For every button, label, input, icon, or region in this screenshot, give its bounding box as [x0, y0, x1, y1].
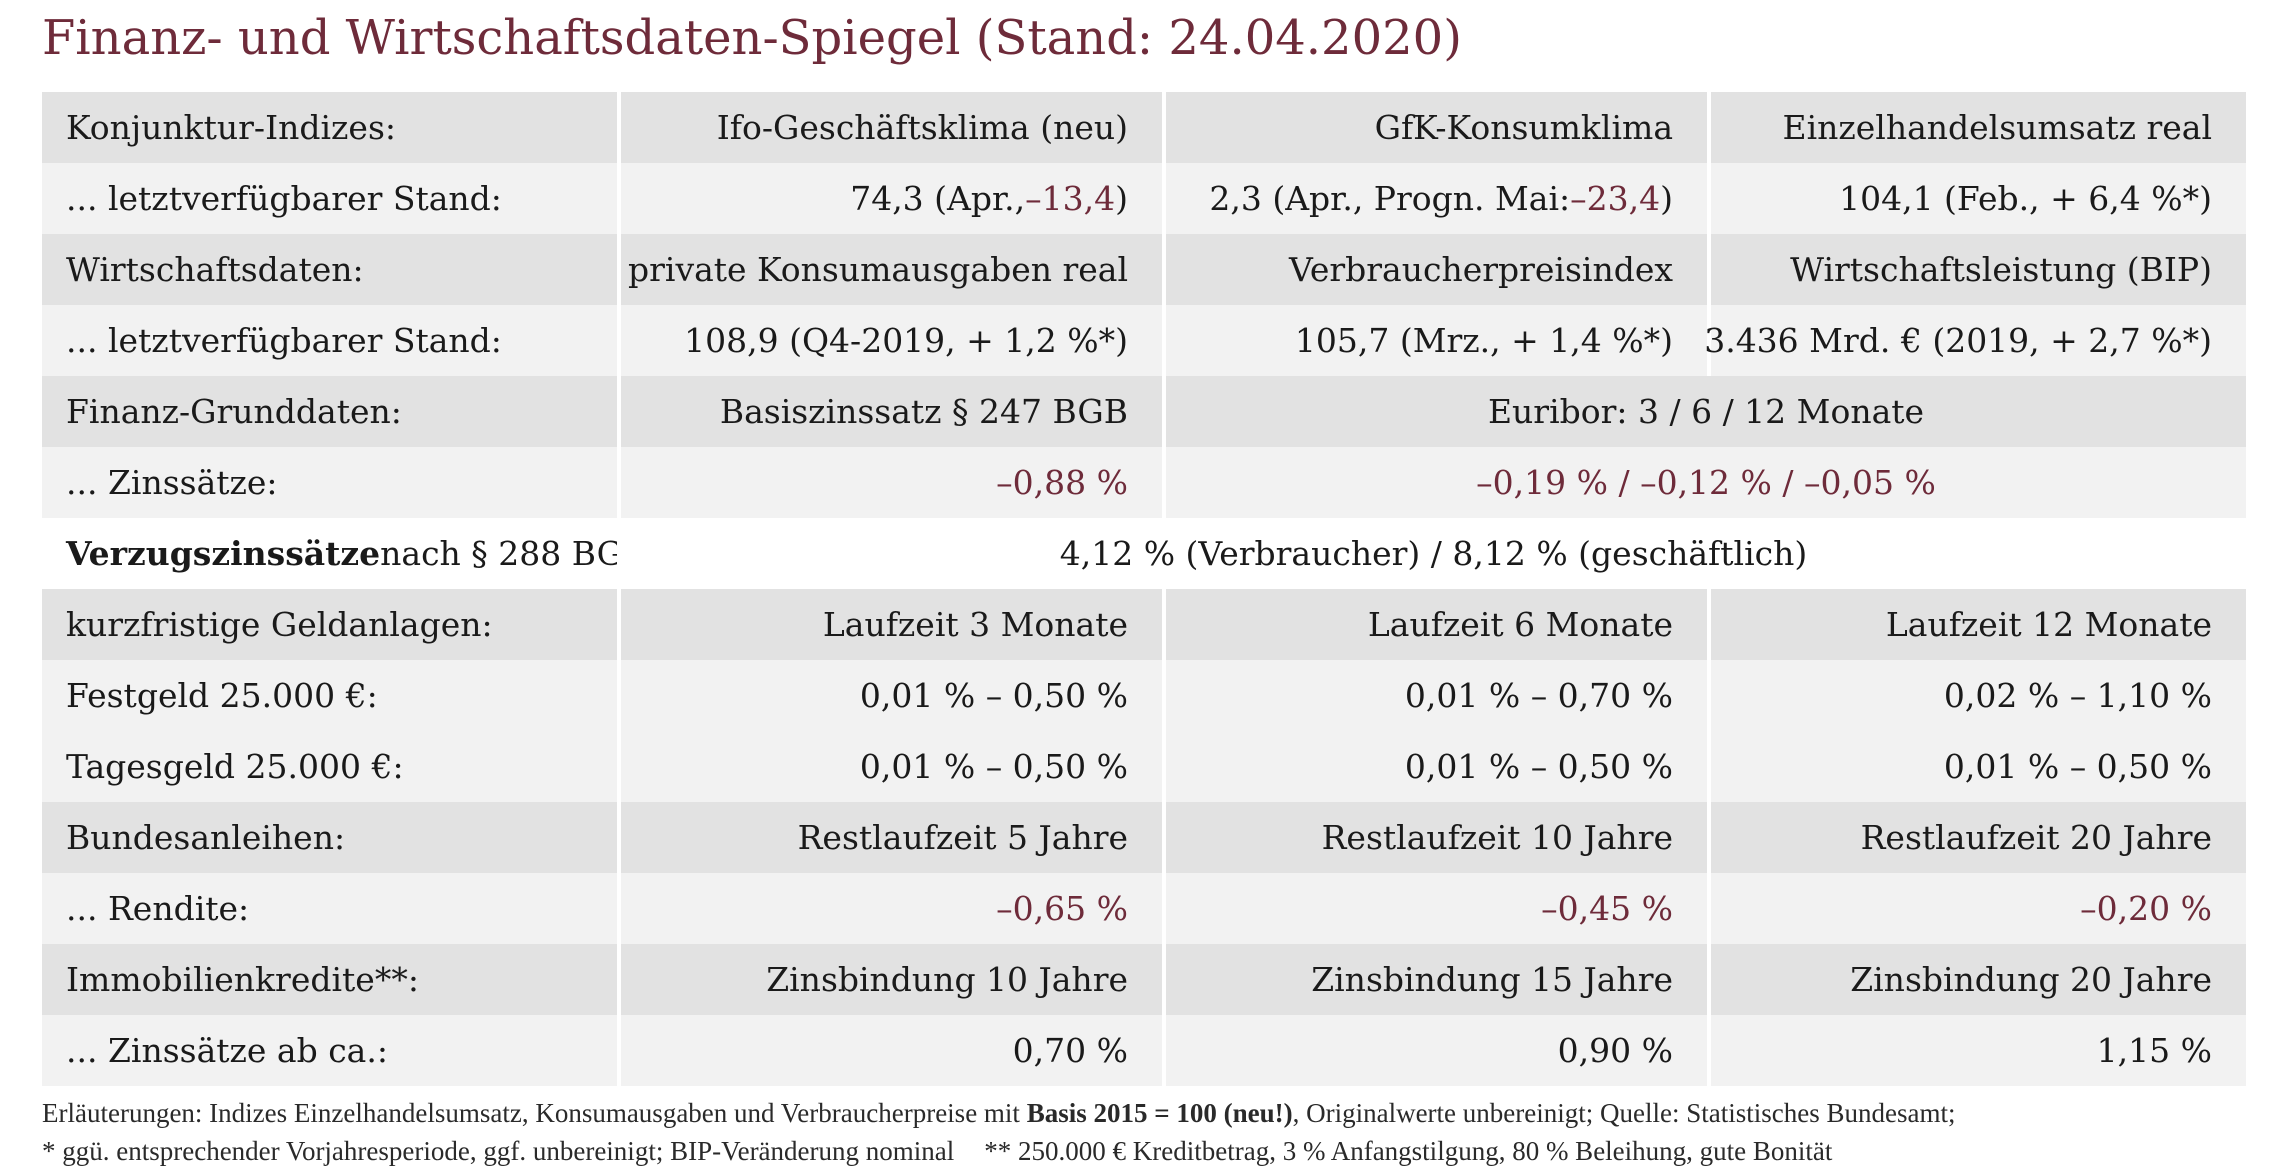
row-label-verzug: Verzugszinssätze nach § 288 BGB: [42, 518, 658, 589]
header-vpi: Verbraucherpreisindex [1162, 234, 1707, 305]
header-gfk: GfK-Konsumklima [1162, 92, 1707, 163]
header-euribor: Euribor: 3 / 6 / 12 Monate [1162, 376, 2246, 447]
section-label-konjunktur: Konjunktur-Indizes: [42, 92, 617, 163]
header-zb15: Zinsbindung 15 Jahre [1162, 944, 1707, 1015]
header-12m: Laufzeit 12 Monate [1707, 589, 2246, 660]
row-label: ... Zinssätze: [42, 447, 617, 518]
page-title: Finanz- und Wirtschaftsdaten-Spiegel (St… [42, 10, 1462, 66]
label-bold: Verzugszinssätze [66, 534, 381, 573]
value-zb10: 0,70 % [617, 1015, 1162, 1086]
section-label-geldanlagen: kurzfristige Geldanlagen: [42, 589, 617, 660]
footnote-text: ** 250.000 € Kreditbetrag, 3 % Anfangsti… [984, 1136, 1833, 1166]
value-bip: 3.436 Mrd. € (2019, + 2,7 %*) [1704, 305, 2246, 376]
value-zb15: 0,90 % [1162, 1015, 1707, 1086]
value-tagesgeld-12m: 0,01 % – 0,50 % [1707, 731, 2246, 802]
header-3m: Laufzeit 3 Monate [617, 589, 1162, 660]
data-table: Konjunktur-Indizes: Ifo-Geschäftsklima (… [42, 92, 2246, 1086]
value-zb20: 1,15 % [1707, 1015, 2246, 1086]
value-gfk: 2,3 (Apr., Progn. Mai: –23,4) [1162, 163, 1707, 234]
value-text: 2,3 (Apr., Progn. Mai: [1209, 179, 1571, 218]
value-konsum: 108,9 (Q4-2019, + 1,2 %*) [617, 305, 1162, 376]
footnotes: Erläuterungen: Indizes Einzelhandelsumsa… [42, 1094, 1955, 1170]
value-basiszins: –0,88 % [617, 447, 1162, 518]
header-ifo: Ifo-Geschäftsklima (neu) [617, 92, 1162, 163]
value-einzelhandel: 104,1 (Feb., + 6,4 %*) [1707, 163, 2246, 234]
value-text: 74,3 (Apr., [850, 179, 1026, 218]
value-vpi: 105,7 (Mrz., + 1,4 %*) [1162, 305, 1707, 376]
row-label: ... letztverfügbarer Stand: [42, 305, 617, 376]
header-zb10: Zinsbindung 10 Jahre [617, 944, 1162, 1015]
header-konsum: private Konsumausgaben real [617, 234, 1162, 305]
section-label-immobilien: Immobilienkredite**: [42, 944, 617, 1015]
value-rendite-5j: –0,65 % [617, 873, 1162, 944]
section-label-finanz: Finanz-Grunddaten: [42, 376, 617, 447]
header-6m: Laufzeit 6 Monate [1162, 589, 1707, 660]
header-10j: Restlaufzeit 10 Jahre [1162, 802, 1707, 873]
row-label-rendite: ... Rendite: [42, 873, 617, 944]
footnote-line-1: Erläuterungen: Indizes Einzelhandelsumsa… [42, 1094, 1955, 1132]
header-einzelhandel: Einzelhandelsumsatz real [1707, 92, 2246, 163]
value-text: ) [1115, 179, 1128, 218]
row-label-festgeld: Festgeld 25.000 €: [42, 660, 617, 731]
header-bip: Wirtschaftsleistung (BIP) [1707, 234, 2246, 305]
value-tagesgeld-6m: 0,01 % – 0,50 % [1162, 731, 1707, 802]
footnote-bold: Basis 2015 = 100 (neu!) [1026, 1098, 1293, 1128]
value-negative: –13,4 [1025, 179, 1116, 218]
section-label-wirtschaft: Wirtschaftsdaten: [42, 234, 617, 305]
value-rendite-10j: –0,45 % [1162, 873, 1707, 944]
value-text: ) [1660, 179, 1673, 218]
row-label-zinssaetze: ... Zinssätze ab ca.: [42, 1015, 617, 1086]
row-label: ... letztverfügbarer Stand: [42, 163, 617, 234]
header-20j: Restlaufzeit 20 Jahre [1707, 802, 2246, 873]
header-zb20: Zinsbindung 20 Jahre [1707, 944, 2246, 1015]
value-euribor: –0,19 % / –0,12 % / –0,05 % [1162, 447, 2246, 518]
header-basiszins: Basiszinssatz § 247 BGB [617, 376, 1162, 447]
section-label-bundesanleihen: Bundesanleihen: [42, 802, 617, 873]
value-festgeld-3m: 0,01 % – 0,50 % [617, 660, 1162, 731]
footnote-text: , Originalwerte unbereinigt; Quelle: Sta… [1292, 1098, 1956, 1128]
value-festgeld-12m: 0,02 % – 1,10 % [1707, 660, 2246, 731]
label-rest: nach § 288 BGB: [380, 534, 659, 573]
value-rendite-20j: –0,20 % [1707, 873, 2246, 944]
value-verzug: 4,12 % (Verbraucher) / 8,12 % (geschäftl… [617, 518, 2246, 589]
header-5j: Restlaufzeit 5 Jahre [617, 802, 1162, 873]
footnote-line-2: * ggü. entsprechender Vorjahresperiode, … [42, 1132, 1955, 1170]
value-festgeld-6m: 0,01 % – 0,70 % [1162, 660, 1707, 731]
value-negative: –23,4 [1570, 179, 1661, 218]
row-label-tagesgeld: Tagesgeld 25.000 €: [42, 731, 617, 802]
footnote-text: * ggü. entsprechender Vorjahresperiode, … [42, 1136, 955, 1166]
value-tagesgeld-3m: 0,01 % – 0,50 % [617, 731, 1162, 802]
footnote-text: Erläuterungen: Indizes Einzelhandelsumsa… [42, 1098, 1027, 1128]
value-ifo: 74,3 (Apr., –13,4) [617, 163, 1162, 234]
